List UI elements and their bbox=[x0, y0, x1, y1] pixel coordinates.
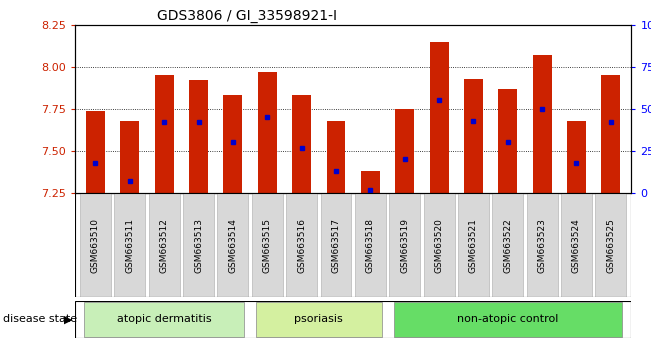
Bar bbox=[596, 193, 626, 297]
Text: GDS3806 / GI_33598921-I: GDS3806 / GI_33598921-I bbox=[158, 9, 337, 23]
Text: psoriasis: psoriasis bbox=[294, 314, 343, 325]
Text: GSM663514: GSM663514 bbox=[229, 218, 238, 273]
Bar bbox=[223, 96, 242, 193]
Bar bbox=[85, 302, 244, 337]
Text: GSM663522: GSM663522 bbox=[503, 218, 512, 273]
Bar bbox=[361, 171, 380, 193]
Text: GSM663517: GSM663517 bbox=[331, 218, 340, 273]
Text: disease state: disease state bbox=[3, 314, 77, 325]
Text: ▶: ▶ bbox=[64, 314, 72, 325]
Bar bbox=[464, 79, 483, 193]
Bar bbox=[86, 110, 105, 193]
Text: GSM663511: GSM663511 bbox=[126, 218, 134, 273]
Text: GSM663515: GSM663515 bbox=[263, 218, 271, 273]
Text: GSM663513: GSM663513 bbox=[194, 218, 203, 273]
Text: GSM663521: GSM663521 bbox=[469, 218, 478, 273]
Text: GSM663510: GSM663510 bbox=[91, 218, 100, 273]
Text: GSM663525: GSM663525 bbox=[606, 218, 615, 273]
Bar bbox=[498, 89, 518, 193]
Text: GSM663520: GSM663520 bbox=[435, 218, 443, 273]
Bar bbox=[217, 193, 249, 297]
Bar bbox=[189, 80, 208, 193]
Bar bbox=[602, 75, 620, 193]
Bar bbox=[492, 193, 523, 297]
Bar bbox=[561, 193, 592, 297]
Bar bbox=[395, 109, 414, 193]
Bar bbox=[183, 193, 214, 297]
Bar bbox=[320, 193, 352, 297]
Text: GSM663512: GSM663512 bbox=[159, 218, 169, 273]
Bar bbox=[458, 193, 489, 297]
Text: GSM663518: GSM663518 bbox=[366, 218, 375, 273]
Bar bbox=[533, 55, 551, 193]
Bar bbox=[430, 42, 449, 193]
Text: atopic dermatitis: atopic dermatitis bbox=[117, 314, 212, 325]
Bar bbox=[527, 193, 558, 297]
Text: GSM663524: GSM663524 bbox=[572, 218, 581, 273]
Text: GSM663523: GSM663523 bbox=[538, 218, 547, 273]
Bar bbox=[424, 193, 454, 297]
Bar bbox=[327, 121, 346, 193]
Bar bbox=[80, 193, 111, 297]
Bar bbox=[148, 193, 180, 297]
Bar bbox=[286, 193, 317, 297]
Bar bbox=[256, 302, 381, 337]
Text: GSM663519: GSM663519 bbox=[400, 218, 409, 273]
Bar bbox=[120, 121, 139, 193]
Bar bbox=[394, 302, 622, 337]
Bar bbox=[115, 193, 145, 297]
Text: GSM663516: GSM663516 bbox=[297, 218, 306, 273]
Bar bbox=[389, 193, 420, 297]
Bar bbox=[567, 121, 586, 193]
Bar bbox=[258, 72, 277, 193]
Bar bbox=[355, 193, 386, 297]
Text: non-atopic control: non-atopic control bbox=[457, 314, 559, 325]
Bar bbox=[155, 75, 174, 193]
Bar bbox=[292, 96, 311, 193]
Bar bbox=[252, 193, 283, 297]
